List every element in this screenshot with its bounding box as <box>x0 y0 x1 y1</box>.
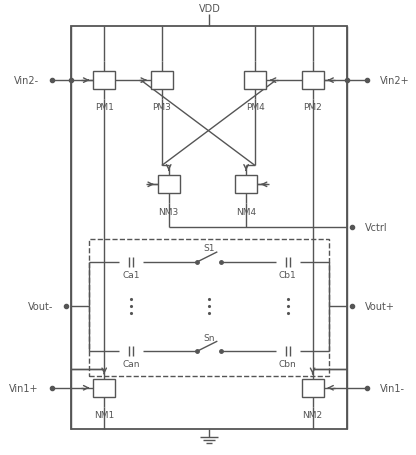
Text: PM4: PM4 <box>246 103 265 112</box>
Text: NM4: NM4 <box>236 207 256 216</box>
Bar <box>235 176 257 194</box>
Bar <box>158 176 180 194</box>
Text: Vctrl: Vctrl <box>365 222 388 233</box>
Text: PM3: PM3 <box>152 103 171 112</box>
Text: Cb1: Cb1 <box>279 271 297 279</box>
Text: Ca1: Ca1 <box>122 271 140 279</box>
Text: Vin2+: Vin2+ <box>380 76 410 86</box>
Text: Sn: Sn <box>204 333 215 342</box>
Bar <box>93 379 115 397</box>
Text: Can: Can <box>122 359 140 369</box>
Text: Vin2-: Vin2- <box>14 76 39 86</box>
Text: VDD: VDD <box>198 4 220 14</box>
Text: PM1: PM1 <box>95 103 114 112</box>
Bar <box>302 379 324 397</box>
Text: Cbn: Cbn <box>279 359 297 369</box>
Text: Vin1+: Vin1+ <box>9 383 39 393</box>
Text: Vout-: Vout- <box>28 302 54 312</box>
Text: Vout+: Vout+ <box>365 302 395 312</box>
Text: Vin1-: Vin1- <box>380 383 405 393</box>
Bar <box>302 72 324 90</box>
Bar <box>72 26 347 430</box>
Bar <box>93 72 115 90</box>
Text: NM3: NM3 <box>158 207 179 216</box>
Text: NM1: NM1 <box>94 410 114 419</box>
Bar <box>244 72 266 90</box>
Text: PM2: PM2 <box>303 103 322 112</box>
Bar <box>89 239 329 376</box>
Bar <box>151 72 173 90</box>
Text: S1: S1 <box>204 244 215 253</box>
Text: NM2: NM2 <box>302 410 323 419</box>
